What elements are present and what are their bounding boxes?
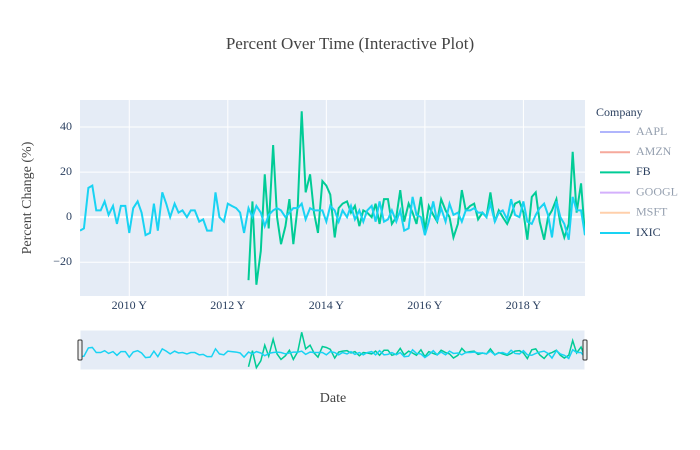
plot-background xyxy=(80,100,585,296)
series-line xyxy=(247,111,585,285)
legend-item[interactable]: AAPL xyxy=(600,124,667,138)
legend-item[interactable]: MSFT xyxy=(600,205,668,219)
series-line xyxy=(80,184,585,240)
legend-item[interactable]: IXIC xyxy=(600,225,661,239)
x-tick-label: 2014 Y xyxy=(309,298,345,312)
range-slider-handle[interactable] xyxy=(77,339,83,361)
legend-label: AMZN xyxy=(636,144,672,158)
x-tick-label: 2010 Y xyxy=(112,298,148,312)
x-tick-label: 2018 Y xyxy=(506,298,542,312)
y-tick-label: −20 xyxy=(53,254,72,268)
legend-item[interactable]: AMZN xyxy=(600,144,672,158)
chart-title: Percent Over Time (Interactive Plot) xyxy=(226,34,474,53)
y-tick-label: 40 xyxy=(60,119,72,133)
x-axis-title: Date xyxy=(320,391,346,406)
y-tick-label: 20 xyxy=(60,164,72,178)
y-tick-label: 0 xyxy=(66,209,72,223)
legend-title: Company xyxy=(596,105,643,119)
range-slider-background xyxy=(79,329,586,371)
legend-label: FB xyxy=(636,164,651,178)
legend-item[interactable]: GOOGL xyxy=(600,184,678,198)
legend-label: MSFT xyxy=(636,205,668,219)
x-tick-label: 2012 Y xyxy=(210,298,246,312)
legend-item[interactable]: FB xyxy=(600,164,651,178)
range-slider-handle[interactable] xyxy=(582,339,588,361)
x-tick-label: 2016 Y xyxy=(407,298,443,312)
legend-label: GOOGL xyxy=(636,184,678,198)
y-axis-title: Percent Change (%) xyxy=(20,141,35,254)
legend-label: IXIC xyxy=(636,225,661,239)
legend-label: AAPL xyxy=(636,124,667,138)
series-line xyxy=(80,346,585,360)
